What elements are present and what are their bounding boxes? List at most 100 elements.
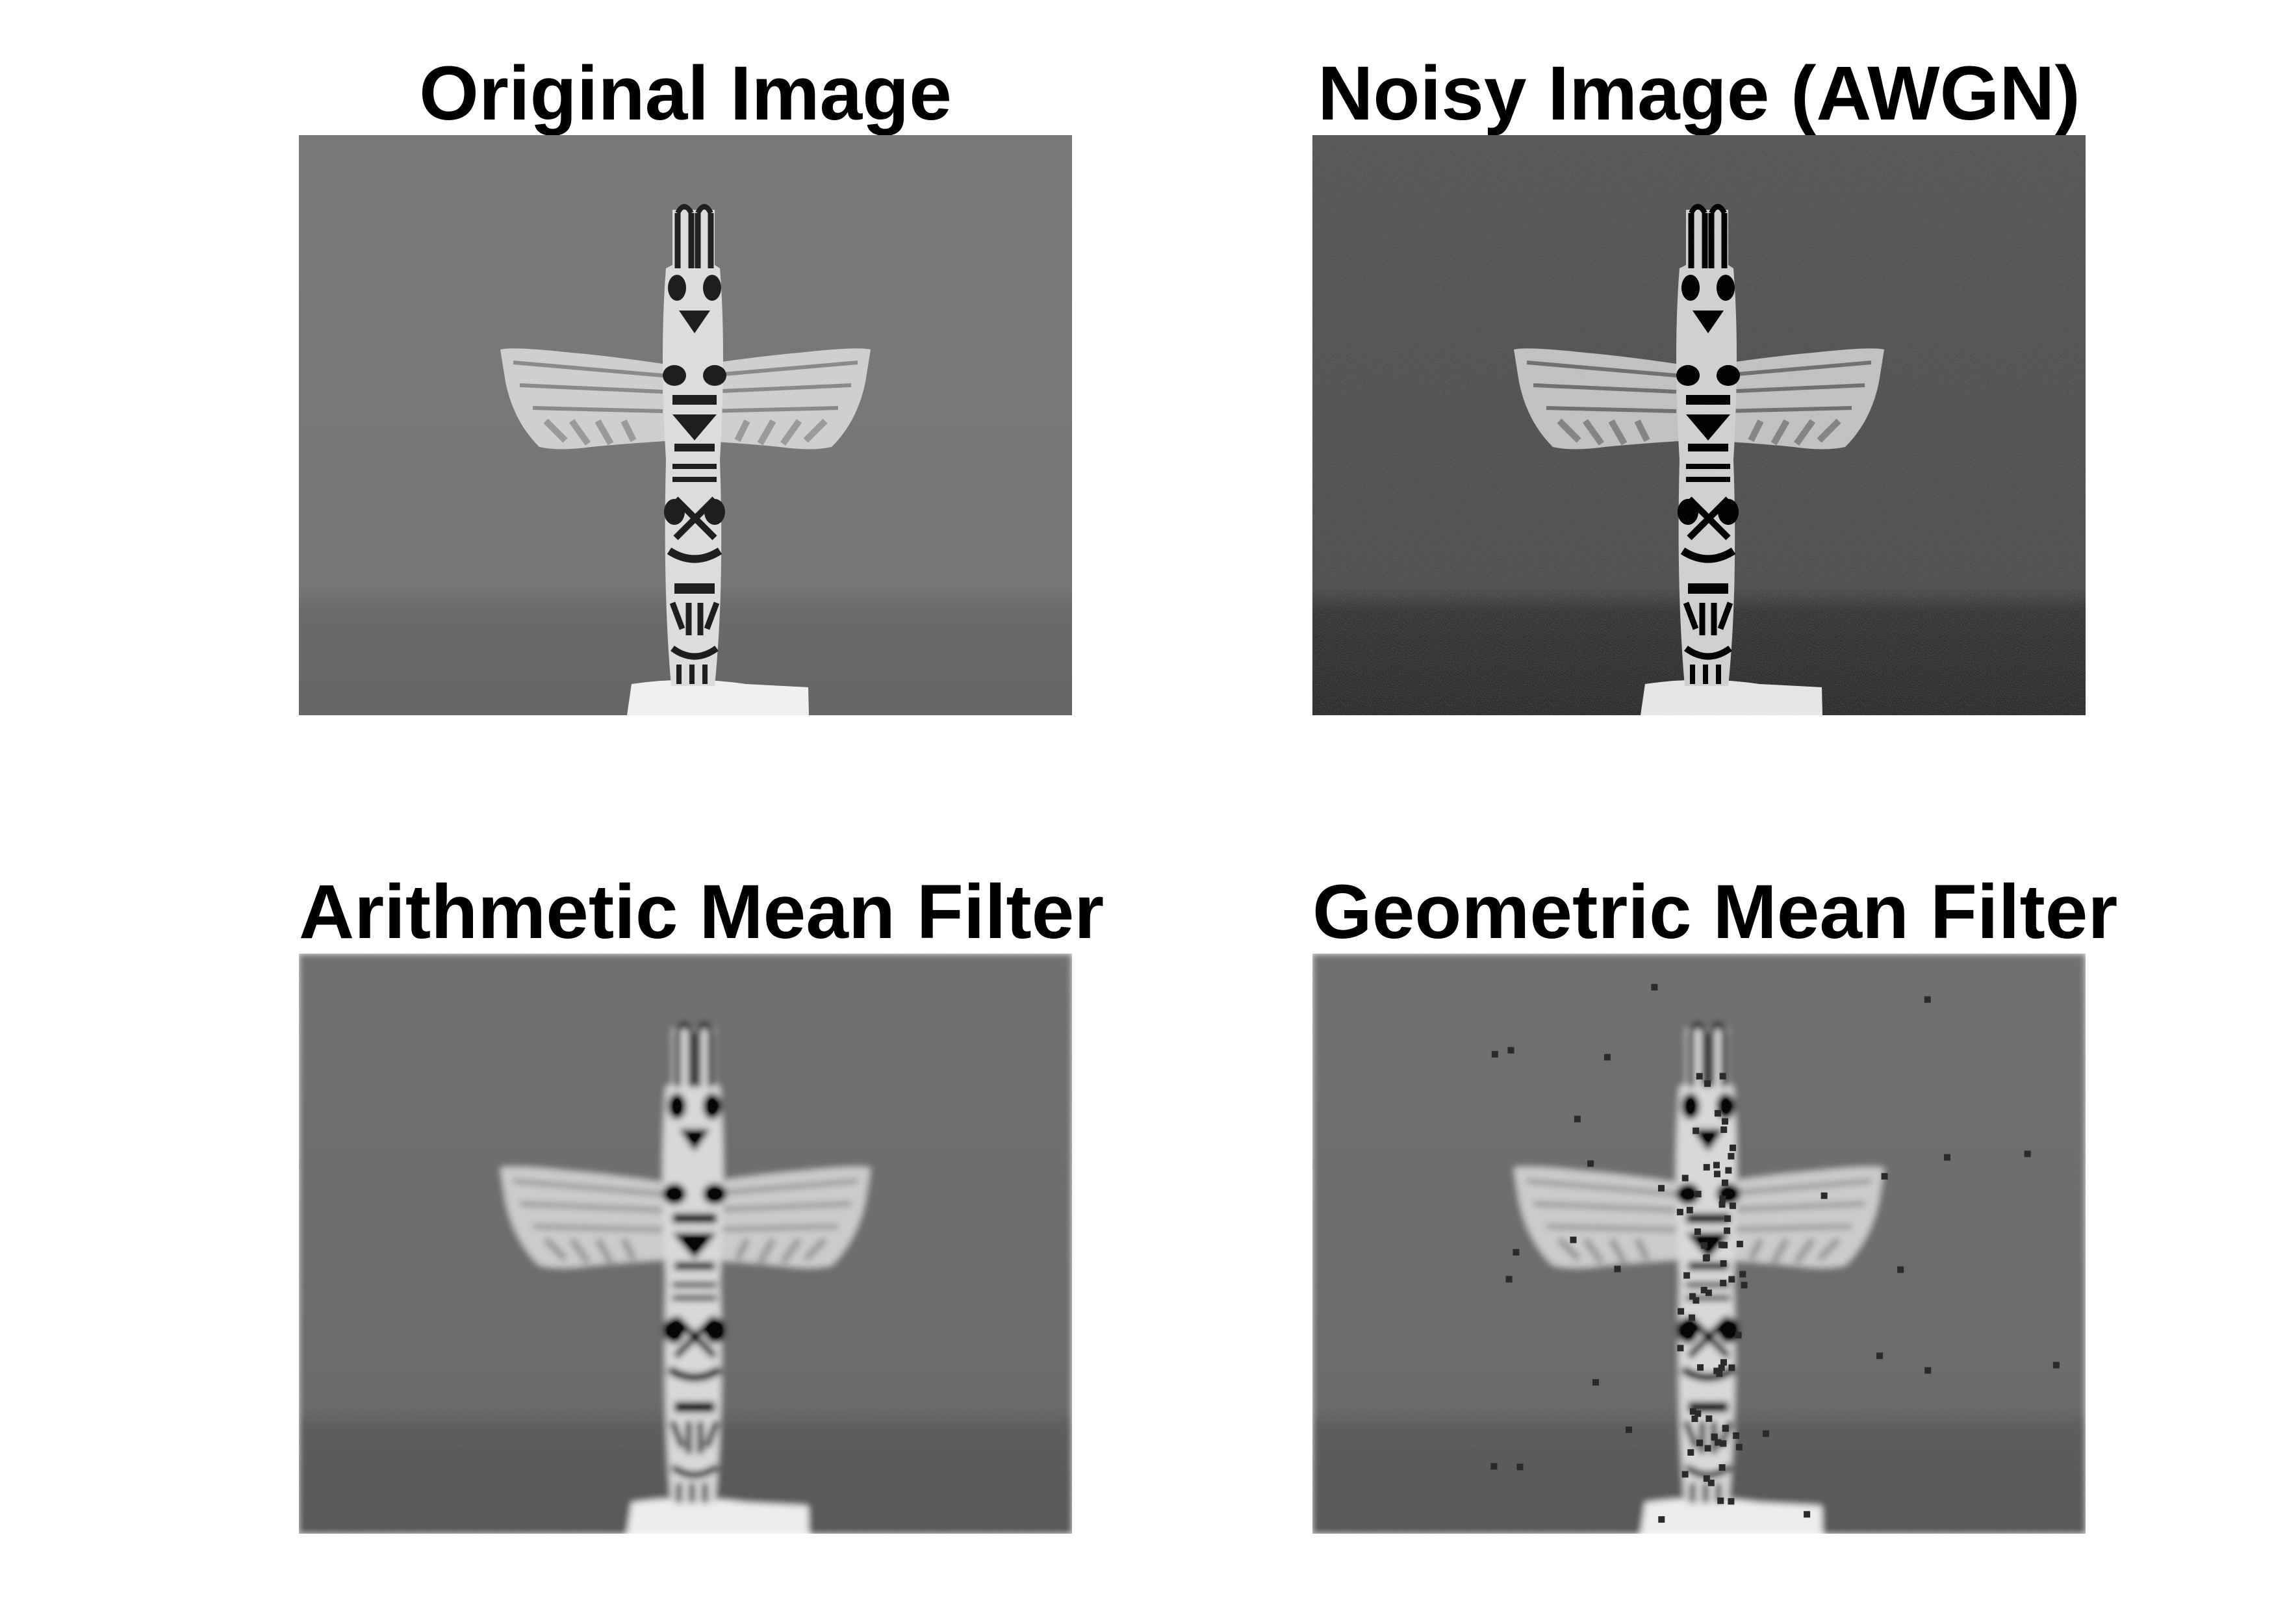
dark-speck	[1694, 1191, 1702, 1198]
dark-speck	[1719, 1195, 1726, 1202]
dark-speck	[1507, 1047, 1514, 1054]
dark-speck	[1713, 1171, 1720, 1178]
dark-speck	[1720, 1359, 1727, 1366]
dark-speck	[1718, 1464, 1726, 1471]
dark-speck	[1707, 1479, 1715, 1486]
dark-speck	[1718, 1241, 1725, 1249]
dark-speck	[1720, 1280, 1727, 1287]
totem-photo-noisy	[1312, 135, 2086, 715]
dark-speck	[1592, 1379, 1600, 1386]
panel-title-noisy: Noisy Image (AWGN)	[1318, 51, 2080, 136]
dark-speck	[1696, 1440, 1703, 1447]
dark-speck	[1683, 1272, 1691, 1279]
dark-speck	[1729, 1144, 1736, 1151]
dark-speck	[1722, 1425, 1729, 1432]
dark-speck	[1687, 1449, 1694, 1456]
dark-speck	[1725, 1167, 1732, 1174]
dark-speck	[1702, 1254, 1709, 1262]
dark-speck	[1762, 1430, 1769, 1437]
dark-speck	[1714, 1110, 1721, 1117]
arithmetic-mean-image	[299, 954, 1072, 1534]
dark-speck	[1720, 1440, 1727, 1447]
dark-speck	[1876, 1352, 1884, 1360]
dark-speck	[1724, 1227, 1731, 1234]
dark-speck	[1516, 1464, 1524, 1471]
dark-speck	[1651, 983, 1658, 991]
dark-speck	[1720, 1260, 1727, 1267]
dark-speck	[1715, 1439, 1722, 1446]
dark-speck	[1713, 1161, 1720, 1169]
dark-speck	[1719, 1072, 1726, 1080]
dark-speck	[1703, 1475, 1710, 1482]
dark-speck	[1694, 1410, 1702, 1417]
dark-speck	[1728, 1364, 1735, 1371]
dark-speck	[1724, 1215, 1731, 1222]
dark-speck	[1574, 1115, 1581, 1123]
dark-speck	[1735, 1332, 1742, 1339]
dark-speck	[1722, 1118, 1729, 1125]
dark-speck	[1728, 1152, 1735, 1160]
dark-speck	[1739, 1271, 1746, 1278]
dark-speck	[1704, 1445, 1711, 1452]
dark-speck	[2052, 1362, 2060, 1369]
geometric-mean-image	[1312, 954, 2086, 1534]
dark-speck	[1720, 1126, 1728, 1134]
dark-speck	[1681, 1471, 1689, 1478]
dark-speck	[1676, 1208, 1683, 1215]
dark-speck	[1678, 1308, 1685, 1315]
dark-speck	[1736, 1241, 1743, 1248]
dark-speck	[1570, 1236, 1577, 1243]
original-image	[299, 135, 1072, 715]
dark-speck	[1718, 1364, 1725, 1371]
dark-speck	[1944, 1154, 1951, 1161]
dark-speck	[1924, 996, 1931, 1003]
dark-speck	[1491, 1050, 1498, 1058]
dark-speck	[2024, 1150, 2031, 1158]
dark-speck	[1820, 1192, 1828, 1199]
dark-speck	[1717, 1497, 1724, 1504]
panel-title-arithmetic-mean: Arithmetic Mean Filter	[299, 869, 1105, 955]
panel-title-original: Original Image	[419, 51, 952, 136]
dark-speck	[1694, 1228, 1701, 1236]
dark-speck	[1735, 1443, 1743, 1451]
panel-title-geometric-mean: Geometric Mean Filter	[1312, 869, 2118, 955]
dark-speck	[1689, 1408, 1696, 1415]
dark-speck	[1658, 1516, 1665, 1523]
dark-speck	[1693, 1297, 1700, 1304]
dark-speck	[1701, 1242, 1708, 1249]
dark-speck	[1587, 1160, 1594, 1167]
dark-speck	[1689, 1314, 1696, 1321]
dark-speck	[1657, 1185, 1665, 1192]
dark-speck	[1490, 1463, 1498, 1470]
dark-speck	[1513, 1249, 1520, 1256]
dark-pixel-artifacts	[1490, 983, 2060, 1523]
dark-speck	[1721, 1179, 1728, 1186]
dark-speck	[1697, 1364, 1704, 1371]
dark-speck	[1681, 1174, 1689, 1182]
dark-speck	[1693, 1127, 1700, 1134]
dark-speck	[1897, 1266, 1904, 1273]
dark-speck	[1691, 1415, 1698, 1423]
dark-speck	[1881, 1173, 1888, 1180]
dark-speck	[1703, 1163, 1710, 1171]
dark-speck	[1700, 1286, 1707, 1293]
noisy-image	[1312, 135, 2086, 715]
dark-speck	[1505, 1276, 1513, 1283]
totem-photo-geometric-mean	[1312, 954, 2086, 1534]
dark-speck	[1603, 1054, 1611, 1061]
dark-speck	[1625, 1426, 1632, 1433]
dark-speck	[1804, 1511, 1811, 1518]
totem-photo-original	[299, 135, 1072, 715]
dark-speck	[1733, 1432, 1740, 1440]
dark-speck	[1686, 1206, 1693, 1213]
dark-speck	[1713, 1367, 1720, 1375]
dark-speck	[1704, 1080, 1711, 1087]
dark-speck	[1689, 1293, 1696, 1300]
dark-speck	[1711, 1434, 1718, 1441]
dark-speck	[1741, 1282, 1748, 1289]
dark-speck	[1706, 1415, 1713, 1422]
dark-speck	[1718, 1201, 1726, 1208]
dark-speck	[1728, 1276, 1735, 1283]
dark-speck	[1924, 1367, 1932, 1374]
dark-speck	[1728, 1498, 1735, 1505]
